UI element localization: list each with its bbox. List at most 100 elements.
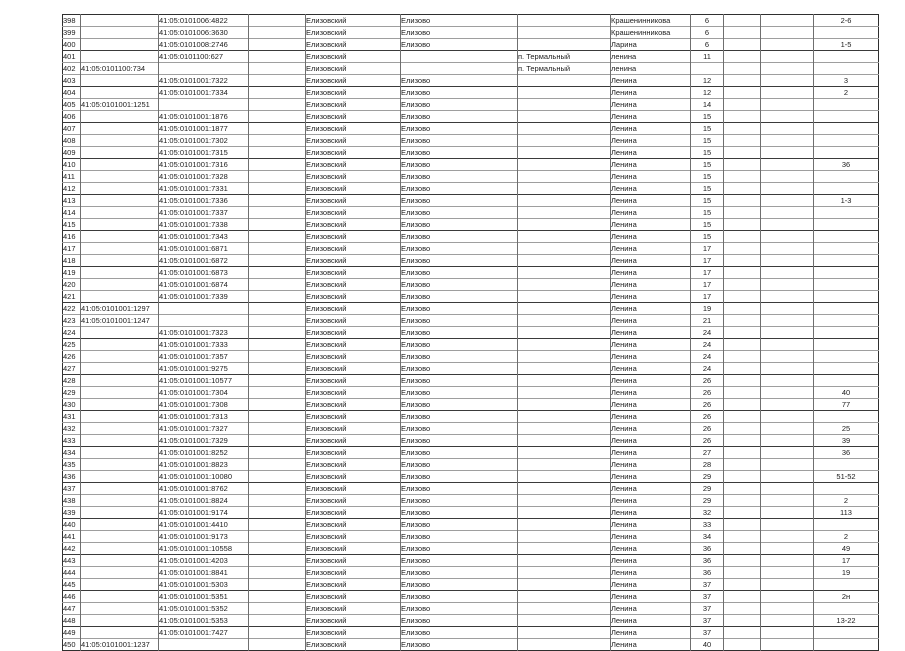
cell-empty-b: [723, 590, 761, 603]
cell-house-number: 17: [690, 278, 724, 291]
cell-empty-a: [248, 14, 306, 27]
cell-empty-b: [723, 410, 761, 423]
cell-empty-a: [248, 134, 306, 147]
table-row: 405 41:05:0101001:1251 Елизовский Елизов…: [62, 98, 879, 111]
cell-empty-b: [723, 254, 761, 267]
cell-row-number: 438: [63, 495, 76, 505]
cell-city: Елизово: [400, 110, 518, 123]
cell-street: Ленина: [610, 302, 691, 315]
cell-cadastral-secondary: 41:05:0101001:9173: [158, 530, 249, 543]
cell-row-number: 399: [63, 27, 76, 37]
cell-apartment: [813, 602, 879, 615]
cell-cadastral-secondary: 41:05:0101001:7327: [158, 422, 249, 435]
cell-street: Ленина: [610, 374, 691, 387]
cell-row-number: 412: [63, 183, 76, 193]
cell-settlement: [517, 122, 611, 135]
cell-city: Елизово: [400, 542, 518, 555]
cell-cadastral-primary: [80, 626, 159, 639]
cell-empty-c: [760, 38, 814, 51]
cell-cadastral-secondary: 41:05:0101001:6874: [158, 278, 249, 291]
cell-cadastral-primary: [80, 110, 159, 123]
cell-settlement: [517, 266, 611, 279]
cell-row-number: 402: [63, 63, 76, 73]
cell-empty-a: [248, 230, 306, 243]
cell-apartment: [813, 326, 879, 339]
cell-empty-b: [723, 578, 761, 591]
cell-apartment: 2: [813, 530, 879, 543]
cell-settlement: [517, 26, 611, 39]
cell-district: Елизовский: [305, 242, 401, 255]
cell-empty-a: [248, 266, 306, 279]
cell-apartment: 40: [813, 386, 879, 399]
cell-apartment: [813, 338, 879, 351]
cell-row-number: 411: [63, 171, 75, 181]
cell-house-number: 15: [690, 134, 724, 147]
cell-settlement: [517, 434, 611, 447]
table-row: 399 41:05:0101006:3630 Елизовский Елизов…: [62, 26, 879, 39]
cell-district: Елизовский: [305, 134, 401, 147]
cell-cadastral-primary: 41:05:0101001:1237: [80, 638, 159, 651]
cell-city: Елизово: [400, 182, 518, 195]
cell-house-number: 37: [690, 590, 724, 603]
cell-cadastral-secondary: 41:05:0101001:10558: [158, 542, 249, 555]
cell-empty-b: [723, 110, 761, 123]
cell-empty-c: [760, 86, 814, 99]
cell-row-number: 414: [63, 207, 76, 217]
cell-cadastral-primary: [80, 434, 159, 447]
cell-empty-c: [760, 446, 814, 459]
cell-empty-c: [760, 530, 814, 543]
cell-cadastral-primary: [80, 38, 159, 51]
cell-cadastral-secondary: 41:05:0101001:7336: [158, 194, 249, 207]
cell-city: Елизово: [400, 326, 518, 339]
cell-district: Елизовский: [305, 302, 401, 315]
cell-empty-b: [723, 470, 761, 483]
table-row: 428 41:05:0101001:10577 Елизовский Елизо…: [62, 374, 879, 387]
cell-empty-b: [723, 26, 761, 39]
table-row: 406 41:05:0101001:1876 Елизовский Елизов…: [62, 110, 879, 123]
table-row: 425 41:05:0101001:7333 Елизовский Елизов…: [62, 338, 879, 351]
cell-empty-a: [248, 638, 306, 651]
cell-street: Ленина: [610, 614, 691, 627]
cell-apartment: 51-52: [813, 470, 879, 483]
cell-cadastral-secondary: [158, 62, 249, 75]
cell-row-number: 449: [63, 627, 76, 637]
cell-house-number: 32: [690, 506, 724, 519]
cell-row-number: 440: [63, 519, 76, 529]
cell-empty-a: [248, 446, 306, 459]
cell-district: Елизовский: [305, 410, 401, 423]
cell-cadastral-secondary: 41:05:0101001:7316: [158, 158, 249, 171]
cell-street: Ленина: [610, 254, 691, 267]
cell-row-number: 424: [63, 327, 76, 337]
cell-cadastral-secondary: 41:05:0101001:6871: [158, 242, 249, 255]
cell-city: Елизово: [400, 470, 518, 483]
cell-row-number: 417: [63, 243, 76, 253]
cell-street: Ленина: [610, 146, 691, 159]
cell-district: Елизовский: [305, 314, 401, 327]
cell-empty-c: [760, 590, 814, 603]
cell-house-number: 26: [690, 374, 724, 387]
cell-cadastral-primary: [80, 386, 159, 399]
cell-district: Елизовский: [305, 542, 401, 555]
cell-row-number: 406: [63, 111, 76, 121]
table-row: 436 41:05:0101001:10080 Елизовский Елизо…: [62, 470, 879, 483]
cell-settlement: [517, 314, 611, 327]
cell-settlement: [517, 506, 611, 519]
cell-house-number: 12: [690, 86, 724, 99]
cell-street: Ленина: [610, 278, 691, 291]
cell-city: Елизово: [400, 338, 518, 351]
cell-empty-c: [760, 518, 814, 531]
cell-cadastral-secondary: 41:05:0101008:2746: [158, 38, 249, 51]
cell-row-number: 422: [63, 303, 76, 313]
cell-district: Елизовский: [305, 194, 401, 207]
cell-empty-a: [248, 86, 306, 99]
cell-cadastral-secondary: 41:05:0101001:10080: [158, 470, 249, 483]
cell-row-number: 445: [63, 579, 76, 589]
cell-street: Ленина: [610, 170, 691, 183]
cell-house-number: 15: [690, 122, 724, 135]
cell-empty-c: [760, 362, 814, 375]
cell-district: Елизовский: [305, 26, 401, 39]
cell-house-number: 15: [690, 230, 724, 243]
cell-cadastral-secondary: 41:05:0101001:7337: [158, 206, 249, 219]
table-row: 419 41:05:0101001:6873 Елизовский Елизов…: [62, 266, 879, 279]
cell-district: Елизовский: [305, 626, 401, 639]
